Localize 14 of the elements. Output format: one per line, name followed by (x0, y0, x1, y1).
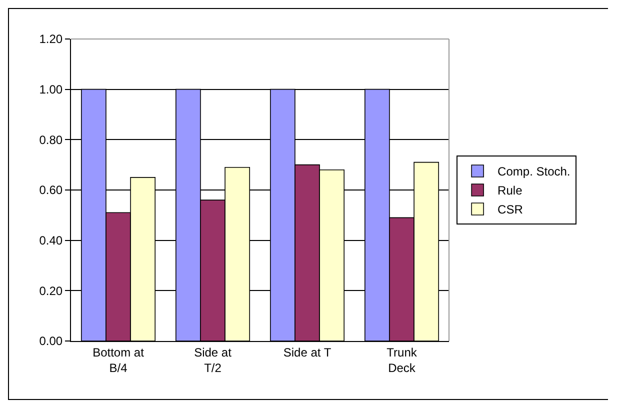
x-tick-label: Side at T (283, 345, 332, 360)
y-tick-label: 0.40 (39, 234, 63, 248)
y-tick-label: 0.80 (39, 132, 63, 147)
legend-label: Comp. Stoch. (498, 164, 570, 179)
y-tick-label: 1.00 (39, 82, 63, 97)
x-tick-label: Trunk Deck (386, 345, 418, 375)
y-tick-label: 0.20 (39, 284, 63, 298)
legend-label: CSR (498, 202, 524, 217)
legend-label: Rule (498, 184, 523, 198)
y-tick-label: 1.20 (39, 32, 63, 46)
x-tick-label: Side at T/2 (194, 345, 232, 375)
y-tick-label: 0.00 (39, 334, 63, 348)
y-tick-label: 0.60 (39, 183, 63, 198)
x-tick-label: Bottom at B/4 (92, 345, 145, 375)
